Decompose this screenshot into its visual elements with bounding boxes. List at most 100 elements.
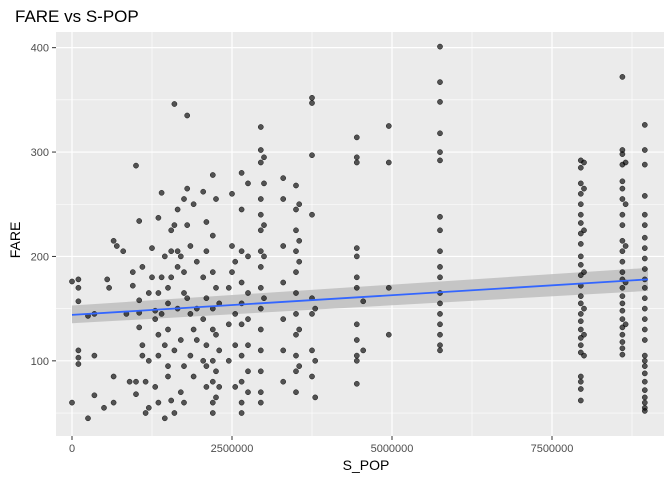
data-point (619, 151, 626, 157)
data-point (200, 357, 207, 364)
data-point (136, 297, 143, 304)
data-point (437, 130, 443, 137)
data-point (280, 347, 287, 354)
data-point (641, 222, 648, 228)
data-point (139, 264, 146, 270)
data-point (155, 399, 162, 406)
data-point (296, 201, 303, 208)
x-tick-label: 5000000 (371, 443, 414, 455)
data-point (245, 253, 251, 260)
data-point (641, 234, 648, 241)
data-point (261, 154, 267, 161)
data-point (309, 311, 315, 317)
data-point (641, 316, 648, 322)
data-point (161, 415, 168, 422)
data-point (257, 305, 264, 312)
data-point (181, 196, 187, 202)
data-point (181, 363, 187, 369)
data-point (184, 222, 191, 228)
data-point (353, 159, 360, 166)
data-point (200, 316, 207, 322)
data-point (577, 201, 584, 208)
data-point (213, 284, 219, 291)
data-point (577, 253, 584, 260)
data-point (309, 347, 315, 354)
data-point (161, 253, 168, 260)
data-point (309, 211, 315, 218)
chart-title: FARE vs S-POP (15, 7, 139, 26)
data-point (238, 321, 245, 328)
y-tick-label: 400 (31, 43, 49, 55)
data-point (296, 326, 303, 333)
data-point (577, 318, 584, 325)
data-point (168, 227, 175, 234)
data-point (238, 206, 245, 213)
data-point (174, 206, 181, 213)
data-point (619, 196, 626, 202)
data-point (168, 274, 175, 281)
data-point (619, 248, 626, 255)
data-point (184, 295, 191, 302)
data-point (200, 274, 207, 281)
data-point (437, 321, 443, 328)
data-point (293, 290, 299, 296)
data-point (238, 378, 245, 385)
data-point (257, 264, 264, 270)
data-point (139, 352, 146, 359)
y-tick-label: 200 (31, 251, 49, 263)
data-point (245, 316, 251, 322)
data-point (619, 237, 626, 244)
data-point (280, 316, 287, 322)
data-point (181, 269, 187, 275)
x-tick-label: 2500000 (211, 443, 254, 455)
plot-panel (56, 32, 664, 436)
data-point (641, 193, 648, 199)
data-point (209, 172, 216, 178)
data-point (171, 347, 178, 354)
data-point (142, 378, 149, 385)
data-point (232, 342, 239, 349)
data-point (437, 79, 443, 85)
data-point (280, 175, 287, 181)
data-point (225, 284, 232, 291)
data-point (245, 290, 251, 296)
data-point (577, 342, 584, 349)
data-point (203, 219, 210, 225)
data-point (353, 321, 360, 328)
data-point (257, 248, 264, 255)
data-point (245, 368, 251, 375)
y-axis-title: FARE (7, 222, 23, 259)
data-point (312, 394, 319, 401)
data-point (641, 370, 648, 377)
data-point (577, 220, 584, 226)
data-point (187, 352, 194, 359)
data-point (245, 180, 251, 187)
data-point (437, 342, 443, 349)
data-point (126, 378, 133, 385)
data-point (261, 222, 267, 228)
data-point (280, 243, 287, 249)
data-point (437, 311, 443, 317)
data-point (106, 284, 112, 291)
data-point (177, 253, 184, 260)
data-point (577, 293, 584, 299)
data-point (296, 258, 303, 265)
data-point (145, 290, 152, 296)
data-point (619, 316, 626, 322)
data-point (261, 180, 267, 187)
data-point (165, 300, 171, 307)
data-point (641, 363, 648, 369)
data-point (622, 201, 629, 208)
data-point (437, 43, 443, 50)
data-point (85, 415, 91, 422)
data-point (619, 300, 626, 307)
data-point (360, 298, 367, 305)
data-point (190, 373, 197, 380)
data-point (437, 264, 443, 270)
data-point (622, 321, 629, 328)
data-point (641, 337, 648, 343)
data-point (168, 397, 175, 404)
data-point (577, 241, 584, 247)
y-tick-label: 300 (31, 147, 49, 159)
